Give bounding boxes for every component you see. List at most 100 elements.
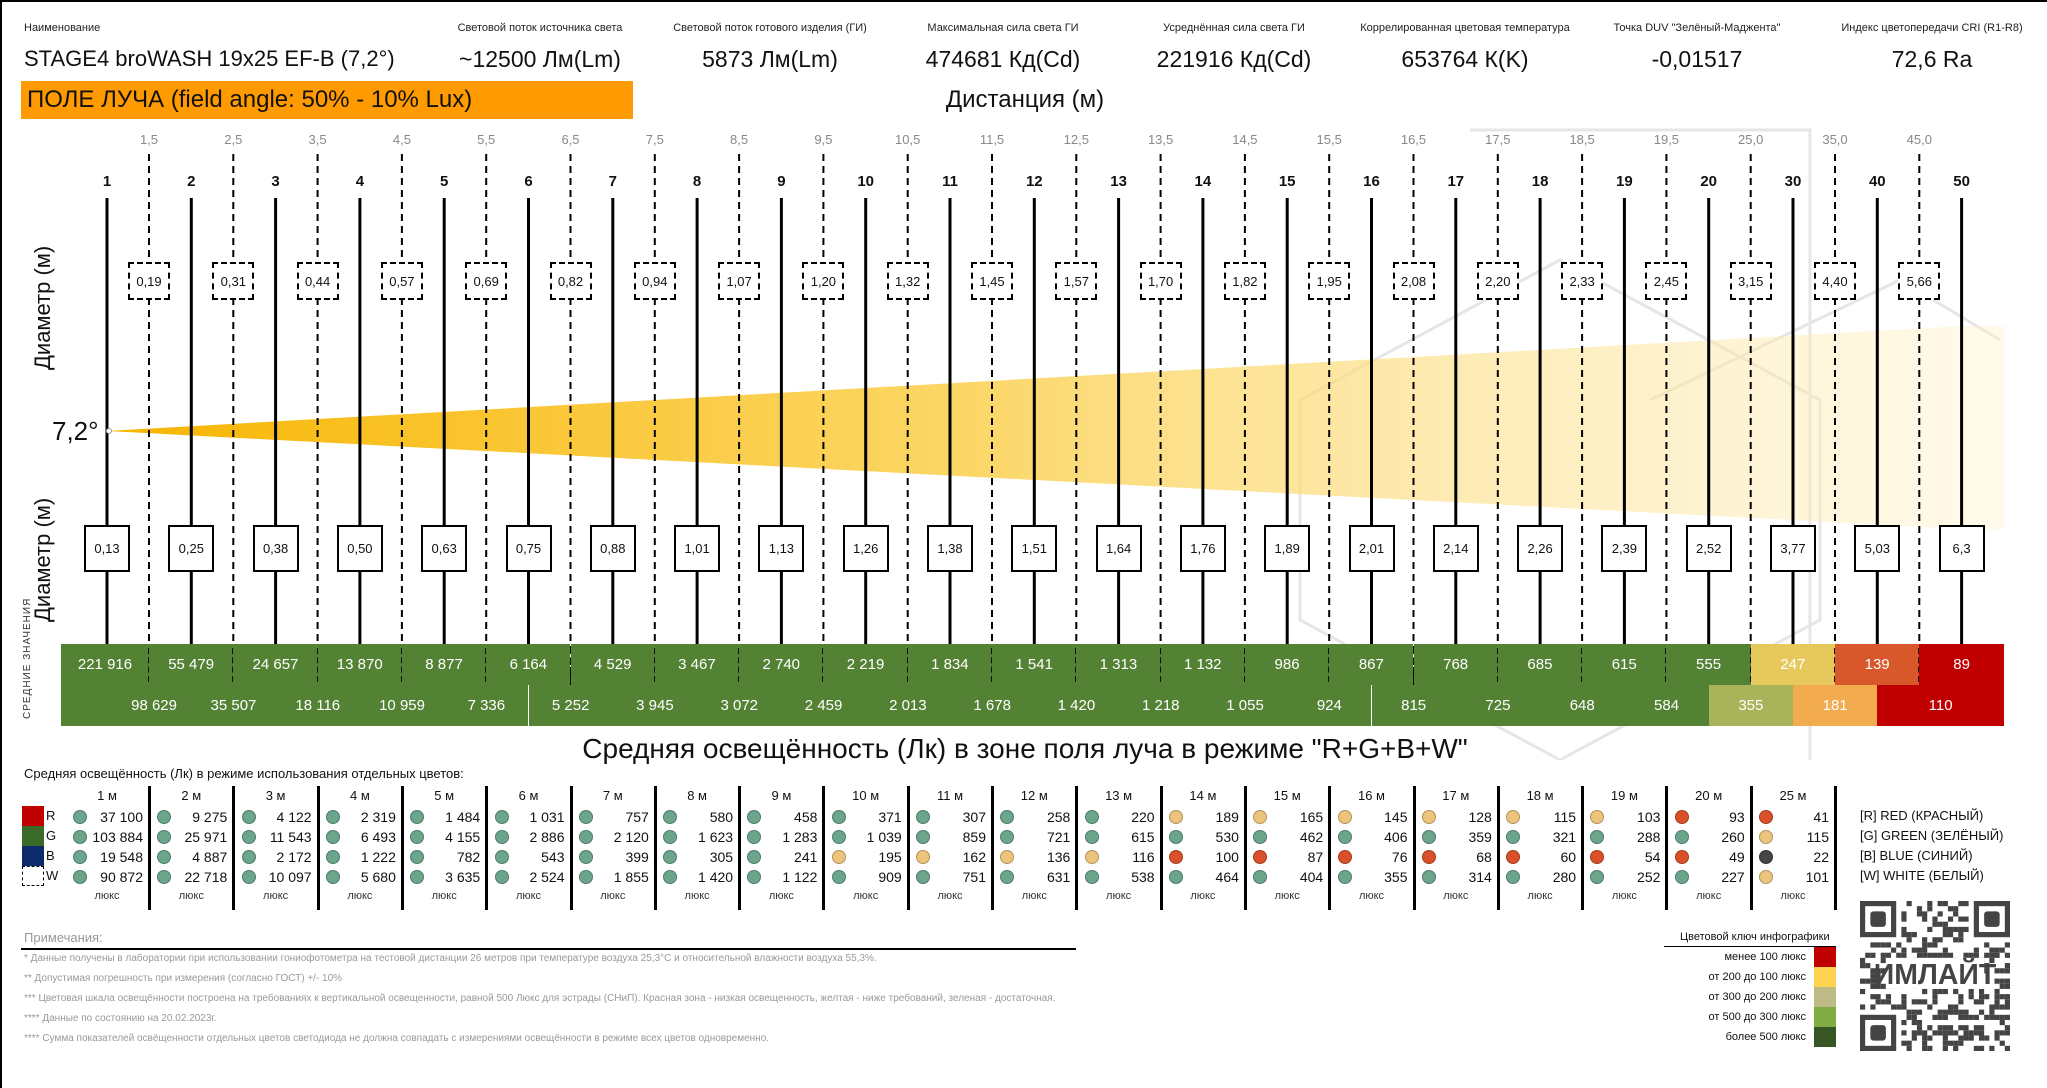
avg-mid-cell: 35 507 <box>191 685 276 726</box>
avg-main-cell: 247 <box>1750 644 1835 685</box>
table-cell: 371 <box>831 808 902 826</box>
table-cell: 751 <box>916 868 986 886</box>
distance-label: 18 <box>1531 173 1549 190</box>
status-dot-icon <box>1759 830 1773 844</box>
mid-distance-label: 13,5 <box>1147 132 1174 147</box>
color-key-swatch <box>1814 987 1836 1007</box>
status-dot-icon <box>73 830 87 844</box>
status-dot-icon <box>1337 870 1352 884</box>
table-column: 19 м 103 288 54 252 люкс <box>1582 786 1666 912</box>
table-distance: 17 м <box>1442 788 1470 803</box>
table-separator <box>1075 786 1079 910</box>
status-dot-icon <box>1506 830 1521 844</box>
table-value: 280 <box>1552 869 1577 885</box>
status-dot-icon <box>578 850 593 864</box>
table-unit: люкс <box>937 890 963 902</box>
mid-distance-label: 8,5 <box>730 132 749 147</box>
mid-diameter-box: 0,69 <box>465 262 508 300</box>
distance-label: 4 <box>355 173 365 190</box>
status-dot-icon <box>1084 810 1099 824</box>
header-label: Максимальная сила света ГИ <box>927 22 1079 34</box>
beam-origin-dot <box>106 428 112 434</box>
table-value: 100 <box>1215 849 1239 865</box>
table-cell: 1 039 <box>831 828 902 846</box>
table-column: 13 м 220 615 116 538 люкс <box>1077 786 1161 912</box>
status-dot-icon <box>916 850 930 864</box>
table-column: 5 м 1 484 4 155 782 3 635 люкс <box>402 786 486 912</box>
distance-label: 11 <box>942 173 958 190</box>
table-cell: 6 493 <box>325 828 396 846</box>
table-cell: 2 172 <box>241 848 312 866</box>
mid-diameter-box: 1,32 <box>886 262 929 300</box>
table-separator <box>1496 786 1500 910</box>
table-value: 782 <box>456 849 481 865</box>
table-column: 6 м 1 031 2 886 543 2 524 люкс <box>487 786 571 912</box>
table-value: 305 <box>709 849 734 865</box>
table-cell: 100 <box>1168 848 1239 866</box>
table-cell: 165 <box>1253 808 1323 826</box>
mid-distance-label: 11,5 <box>979 132 1005 147</box>
channel-swatch <box>22 826 44 846</box>
table-value: 49 <box>1729 849 1745 865</box>
table-value: 580 <box>709 809 734 825</box>
avg-mid-cell: 1 420 <box>1034 685 1119 726</box>
mid-distance-label: 17,5 <box>1485 132 1511 147</box>
table-column: 10 м 371 1 039 195 909 люкс <box>824 786 908 912</box>
mid-distance-label: 15,5 <box>1316 132 1342 147</box>
color-key-title: Цветовой ключ инфографики <box>1680 931 1830 943</box>
mid-distance-label: 14,5 <box>1232 132 1258 147</box>
note-item: **** Сумма показателей освёщенности отде… <box>24 1033 770 1044</box>
distance-label: 13 <box>1110 173 1127 190</box>
table-value: 1 420 <box>698 869 734 885</box>
table-distance: 20 м <box>1695 788 1723 803</box>
status-dot-icon <box>1506 870 1521 884</box>
header-value: 221916 Кд(Cd) <box>1156 46 1312 72</box>
table-cell: 93 <box>1674 808 1745 826</box>
qr-code[interactable]: ИМЛАЙТ <box>1859 901 2011 1051</box>
status-dot-icon <box>325 850 340 864</box>
status-dot-icon <box>916 870 930 884</box>
table-distance: 13 м <box>1105 788 1133 803</box>
channel-key: B <box>46 848 55 863</box>
color-key-item: более 500 люкс <box>1660 1027 1836 1047</box>
status-dot-icon <box>1337 810 1352 824</box>
diameter-box: 3,77 <box>1770 525 1816 572</box>
avg-main-cell: 768 <box>1413 644 1498 685</box>
table-value: 227 <box>1721 869 1745 885</box>
avg-main-cell: 555 <box>1666 644 1751 685</box>
status-dot-icon <box>578 830 593 844</box>
table-cell: 462 <box>1253 828 1323 846</box>
table-cell: 220 <box>1084 808 1155 826</box>
note-item: **** Данные по состоянию на 20.02.2023г. <box>24 1013 217 1024</box>
table-cell: 4 887 <box>157 848 227 866</box>
beam-cone <box>107 326 2004 529</box>
table-separator <box>653 786 657 910</box>
status-dot-icon <box>916 810 930 824</box>
beam-diagram <box>105 128 2004 760</box>
table-unit: люкс <box>263 890 289 902</box>
table-cell: 54 <box>1590 848 1660 866</box>
status-dot-icon <box>494 870 509 884</box>
table-distance: 7 м <box>602 788 623 803</box>
avg-mid-cell: 1 678 <box>950 685 1035 726</box>
table-unit: люкс <box>853 890 879 902</box>
status-dot-icon <box>73 850 87 864</box>
table-cell: 782 <box>410 848 480 866</box>
table-column: 9 м 458 1 283 241 1 122 люкс <box>739 786 823 912</box>
diameter-box: 2,01 <box>1348 525 1395 572</box>
table-value: 103 <box>1637 809 1661 825</box>
channel-legend-item: [W] WHITE (БЕЛЫЙ) <box>1860 868 1984 883</box>
table-separator <box>991 786 994 910</box>
avg-main-cell: 221 916 <box>61 644 149 685</box>
diameter-box: 1,64 <box>1095 525 1142 572</box>
channel-legend-item: [R] RED (КРАСНЫЙ) <box>1860 808 1984 823</box>
avg-main-cell: 3 467 <box>654 644 740 685</box>
table-distance: 1 м <box>97 788 117 803</box>
status-dot-icon <box>1084 830 1099 844</box>
table-value: 87 <box>1307 849 1324 865</box>
color-key-swatch <box>1814 967 1836 987</box>
average-values-label: СРЕДНИЕ ЗНАЧЕНИЯ <box>22 597 33 719</box>
avg-main-cell: 986 <box>1244 644 1330 685</box>
header-value: 474681 Кд(Cd) <box>925 46 1081 72</box>
table-value: 76 <box>1391 849 1408 865</box>
